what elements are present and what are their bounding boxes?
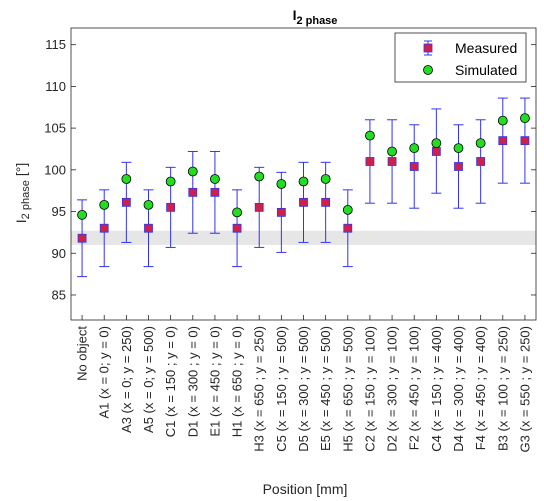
x-tick-label: G3 (x = 550 ; y = 250) bbox=[517, 326, 532, 452]
x-tick-label: No object bbox=[75, 326, 90, 381]
measured-point bbox=[498, 136, 508, 146]
x-tick-label: C1 (x = 150 ; y = 0) bbox=[163, 326, 178, 437]
measured-point bbox=[188, 187, 198, 197]
y-tick-label: 90 bbox=[52, 246, 66, 261]
simulated-point bbox=[99, 199, 110, 210]
simulated-point bbox=[77, 209, 87, 220]
simulated-point bbox=[365, 130, 375, 141]
legend-measured-marker bbox=[423, 40, 433, 56]
measured-point bbox=[276, 207, 286, 217]
simulated-point bbox=[232, 207, 242, 218]
measured-point bbox=[431, 147, 441, 156]
x-tick-label: A3 (x = 0; y = 250) bbox=[119, 326, 134, 433]
measured-point bbox=[365, 157, 375, 166]
x-tick-label: A1 (x = 0; y = 0) bbox=[97, 326, 112, 419]
measured-point bbox=[409, 162, 419, 171]
legend-measured-square bbox=[423, 43, 433, 53]
x-tick-label: D5 (x = 300 ; y = 500) bbox=[296, 326, 311, 452]
x-tick-label: E1 (x = 450 ; y = 0) bbox=[207, 326, 222, 437]
x-axis-ticks: No object A1 (x = 0; y = 0) A3 (x = 0; y =… bbox=[75, 315, 532, 452]
measured-series bbox=[77, 136, 530, 243]
y-axis-ticks: 85 90 95 100 105 110 115 bbox=[44, 37, 536, 302]
y-tick-label: 105 bbox=[44, 121, 66, 136]
y-tick-label: 100 bbox=[44, 162, 66, 177]
y-tick-label: 95 bbox=[52, 204, 66, 219]
x-tick-label: A5 (x = 0; y = 500) bbox=[141, 326, 156, 433]
x-tick-label: C2 (x = 150 ; y = 100) bbox=[362, 326, 377, 452]
x-tick-label: D2 (x = 300 ; y = 100) bbox=[385, 326, 400, 452]
simulated-point bbox=[453, 143, 464, 154]
chart-title: I2 phase bbox=[293, 7, 338, 27]
measured-point bbox=[121, 197, 131, 207]
measured-point bbox=[99, 223, 109, 233]
simulated-point bbox=[409, 143, 420, 154]
measured-point bbox=[387, 157, 397, 166]
x-tick-label: C5 (x = 150 ; y = 500) bbox=[274, 326, 289, 452]
measured-point bbox=[454, 162, 463, 171]
y-tick-label: 85 bbox=[52, 287, 66, 302]
x-tick-label: D4 (x = 300 ; y = 400) bbox=[451, 326, 466, 452]
x-tick-label: B3 (x = 100 ; y = 250) bbox=[495, 326, 510, 451]
legend: Measured Simulated bbox=[394, 32, 527, 83]
x-tick-label: F4 (x = 450 ; y = 400) bbox=[473, 326, 488, 450]
x-tick-label: H3 (x = 650 ; y = 250) bbox=[252, 326, 267, 452]
measured-point bbox=[321, 197, 331, 207]
simulated-point bbox=[298, 176, 309, 187]
simulated-point bbox=[520, 113, 530, 124]
x-tick-label: F2 (x = 450 ; y = 100) bbox=[407, 326, 422, 450]
legend-simulated-label: Simulated bbox=[455, 62, 517, 78]
y-tick-label: 110 bbox=[45, 79, 66, 94]
simulated-point bbox=[387, 146, 397, 157]
legend-measured-label: Measured bbox=[455, 40, 517, 56]
measured-point bbox=[299, 197, 308, 207]
simulated-point bbox=[276, 179, 287, 189]
measured-point bbox=[476, 157, 486, 166]
measured-point bbox=[210, 187, 220, 197]
simulated-point bbox=[497, 115, 508, 126]
legend-box bbox=[394, 32, 527, 83]
simulated-point bbox=[431, 138, 442, 149]
simulated-point bbox=[165, 176, 176, 187]
measured-point bbox=[166, 202, 176, 212]
y-axis-title: I2 phase[°] bbox=[13, 163, 32, 223]
simulated-point bbox=[475, 138, 486, 149]
measured-point bbox=[520, 136, 530, 146]
measured-point bbox=[343, 223, 353, 233]
simulated-point bbox=[187, 166, 198, 177]
simulated-point bbox=[210, 174, 220, 184]
legend-simulated-marker bbox=[423, 65, 433, 75]
measured-point bbox=[254, 202, 264, 212]
simulated-series bbox=[77, 113, 530, 220]
simulated-point bbox=[121, 174, 132, 184]
measured-point bbox=[144, 223, 153, 233]
x-axis-title: Position [mm] bbox=[263, 481, 348, 497]
y-tick-label: 115 bbox=[45, 37, 66, 52]
x-tick-label: E5 (x = 450 ; y = 500) bbox=[318, 326, 333, 451]
measured-point bbox=[232, 223, 242, 233]
x-tick-label: H5 (x = 650 ; y = 500) bbox=[340, 326, 355, 452]
simulated-point bbox=[342, 204, 353, 215]
x-tick-label: C4 (x = 150 ; y = 400) bbox=[429, 326, 444, 452]
measured-point bbox=[77, 233, 87, 243]
x-tick-label: D1 (x = 300 ; y = 0) bbox=[185, 326, 200, 437]
simulated-point bbox=[254, 171, 265, 182]
simulated-point bbox=[320, 174, 331, 184]
x-tick-label: H1 (x = 650 ; y = 0) bbox=[230, 326, 245, 437]
simulated-point bbox=[143, 199, 154, 210]
